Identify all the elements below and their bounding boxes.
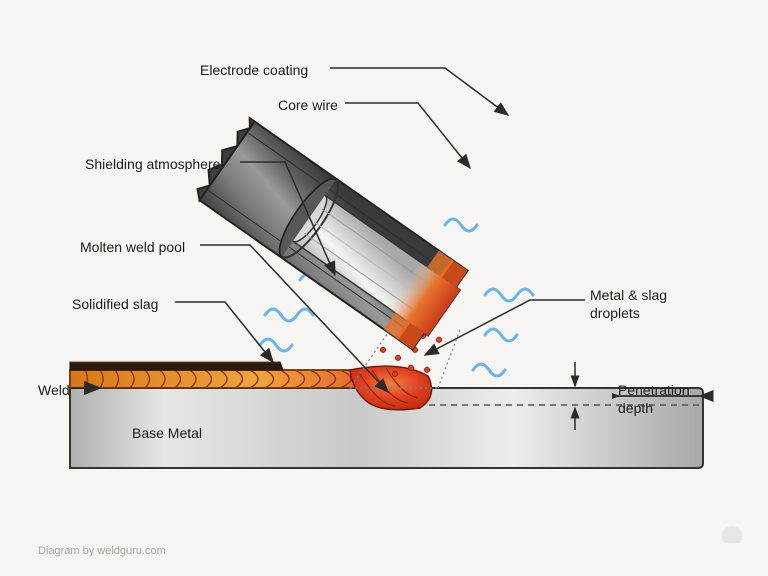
label-metal-slag-droplets: Metal & slag droplets (590, 286, 700, 322)
solidified-slag (70, 362, 283, 370)
electrode (191, 116, 471, 352)
logo-icon (722, 526, 742, 548)
label-molten-weld-pool: Molten weld pool (80, 238, 185, 256)
label-core-wire: Core wire (278, 96, 338, 114)
label-weld: Weld (38, 381, 70, 399)
weld-bead (70, 370, 382, 388)
label-solidified-slag: Solidified slag (72, 295, 158, 313)
label-shielding-atmosphere: Shielding atmosphere (85, 155, 220, 173)
label-penetration-depth: Penetration depth (618, 381, 718, 417)
label-base-metal: Base Metal (132, 425, 202, 441)
credit-text: Diagram by weldguru.com (38, 545, 166, 557)
label-electrode-coating: Electrode coating (200, 61, 308, 79)
